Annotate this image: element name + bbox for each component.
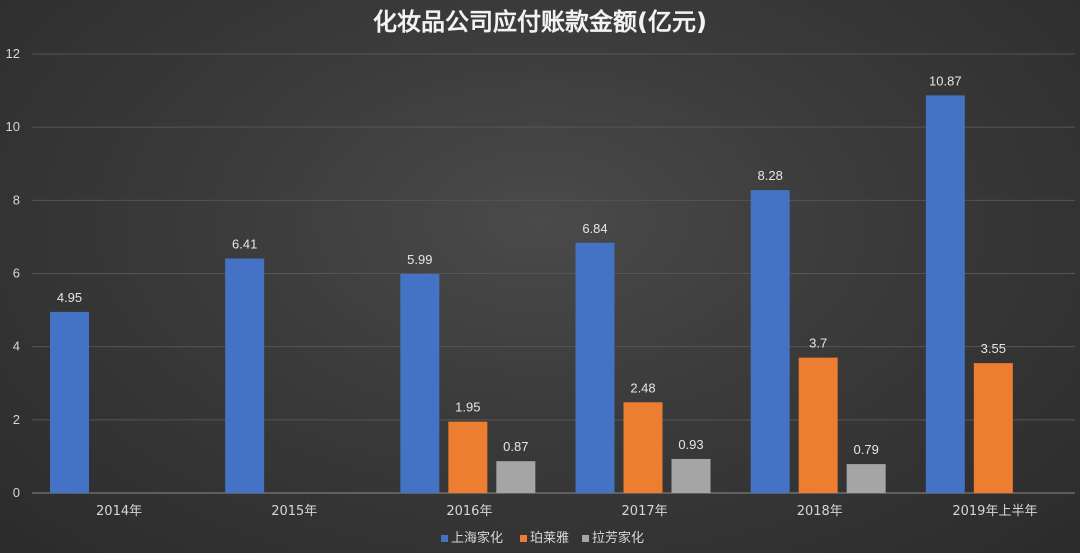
y-tick-label: 4	[13, 339, 20, 354]
legend-swatch	[582, 535, 589, 542]
data-label: 8.28	[758, 168, 783, 183]
x-tick-label: 2019年上半年	[952, 504, 1037, 519]
legend-swatch	[441, 535, 448, 542]
bar-拉芳家化-2018年	[846, 464, 886, 493]
bars	[50, 95, 1013, 493]
x-tick-label: 2015年	[271, 504, 317, 519]
data-label: 3.55	[981, 341, 1006, 356]
bar-拉芳家化-2016年	[496, 461, 536, 493]
data-label: 0.79	[854, 442, 879, 457]
y-tick-label: 2	[13, 412, 20, 427]
data-label: 0.87	[503, 439, 528, 454]
bar-上海家化-2016年	[400, 273, 440, 493]
bar-上海家化-2019年上半年	[925, 95, 965, 493]
y-tick-label: 10	[6, 119, 20, 134]
data-labels: 4.95 6.41 5.99 6.84 8.28 10.87 1.95 2.48 3.7 3.55…	[57, 73, 1006, 457]
bar-珀莱雅-2019年上半年	[973, 363, 1013, 493]
gridlines	[32, 53, 1075, 494]
bar-拉芳家化-2017年	[671, 458, 711, 493]
legend-swatch	[520, 535, 527, 542]
x-tick-label: 2016年	[446, 504, 492, 519]
legend: 上海家化 珀莱雅 拉芳家化	[441, 530, 644, 546]
y-axis-ticks: 0 2 4 6 8 10 12	[6, 46, 20, 500]
legend-label: 珀莱雅	[530, 531, 569, 546]
bar-珀莱雅-2018年	[798, 357, 838, 493]
x-tick-label: 2014年	[96, 504, 142, 519]
data-label: 0.93	[678, 437, 703, 452]
y-tick-label: 8	[13, 192, 20, 207]
data-label: 2.48	[630, 380, 655, 395]
x-tick-label: 2018年	[797, 504, 843, 519]
data-label: 10.87	[929, 73, 962, 88]
y-tick-label: 6	[13, 266, 20, 281]
chart-title: 化妆品公司应付账款金额(亿元)	[373, 8, 707, 36]
data-label: 3.7	[809, 336, 827, 351]
y-tick-label: 0	[13, 485, 20, 500]
data-label: 4.95	[57, 290, 82, 305]
data-label: 6.84	[582, 221, 607, 236]
bar-珀莱雅-2017年	[623, 402, 663, 493]
bar-珀莱雅-2016年	[448, 421, 488, 493]
data-label: 6.41	[232, 237, 257, 252]
x-tick-label: 2017年	[622, 504, 668, 519]
bar-上海家化-2014年	[50, 311, 89, 493]
bar-上海家化-2017年	[575, 242, 615, 493]
legend-label: 拉芳家化	[592, 530, 644, 546]
y-tick-label: 12	[6, 46, 20, 61]
bar-上海家化-2015年	[225, 258, 265, 493]
bar-上海家化-2018年	[750, 190, 790, 493]
data-label: 5.99	[407, 252, 432, 267]
legend-label: 上海家化	[451, 530, 503, 546]
data-label: 1.95	[455, 400, 480, 415]
x-axis-ticks: 2014年 2015年 2016年 2017年 2018年 2019年上半年	[96, 504, 1037, 519]
